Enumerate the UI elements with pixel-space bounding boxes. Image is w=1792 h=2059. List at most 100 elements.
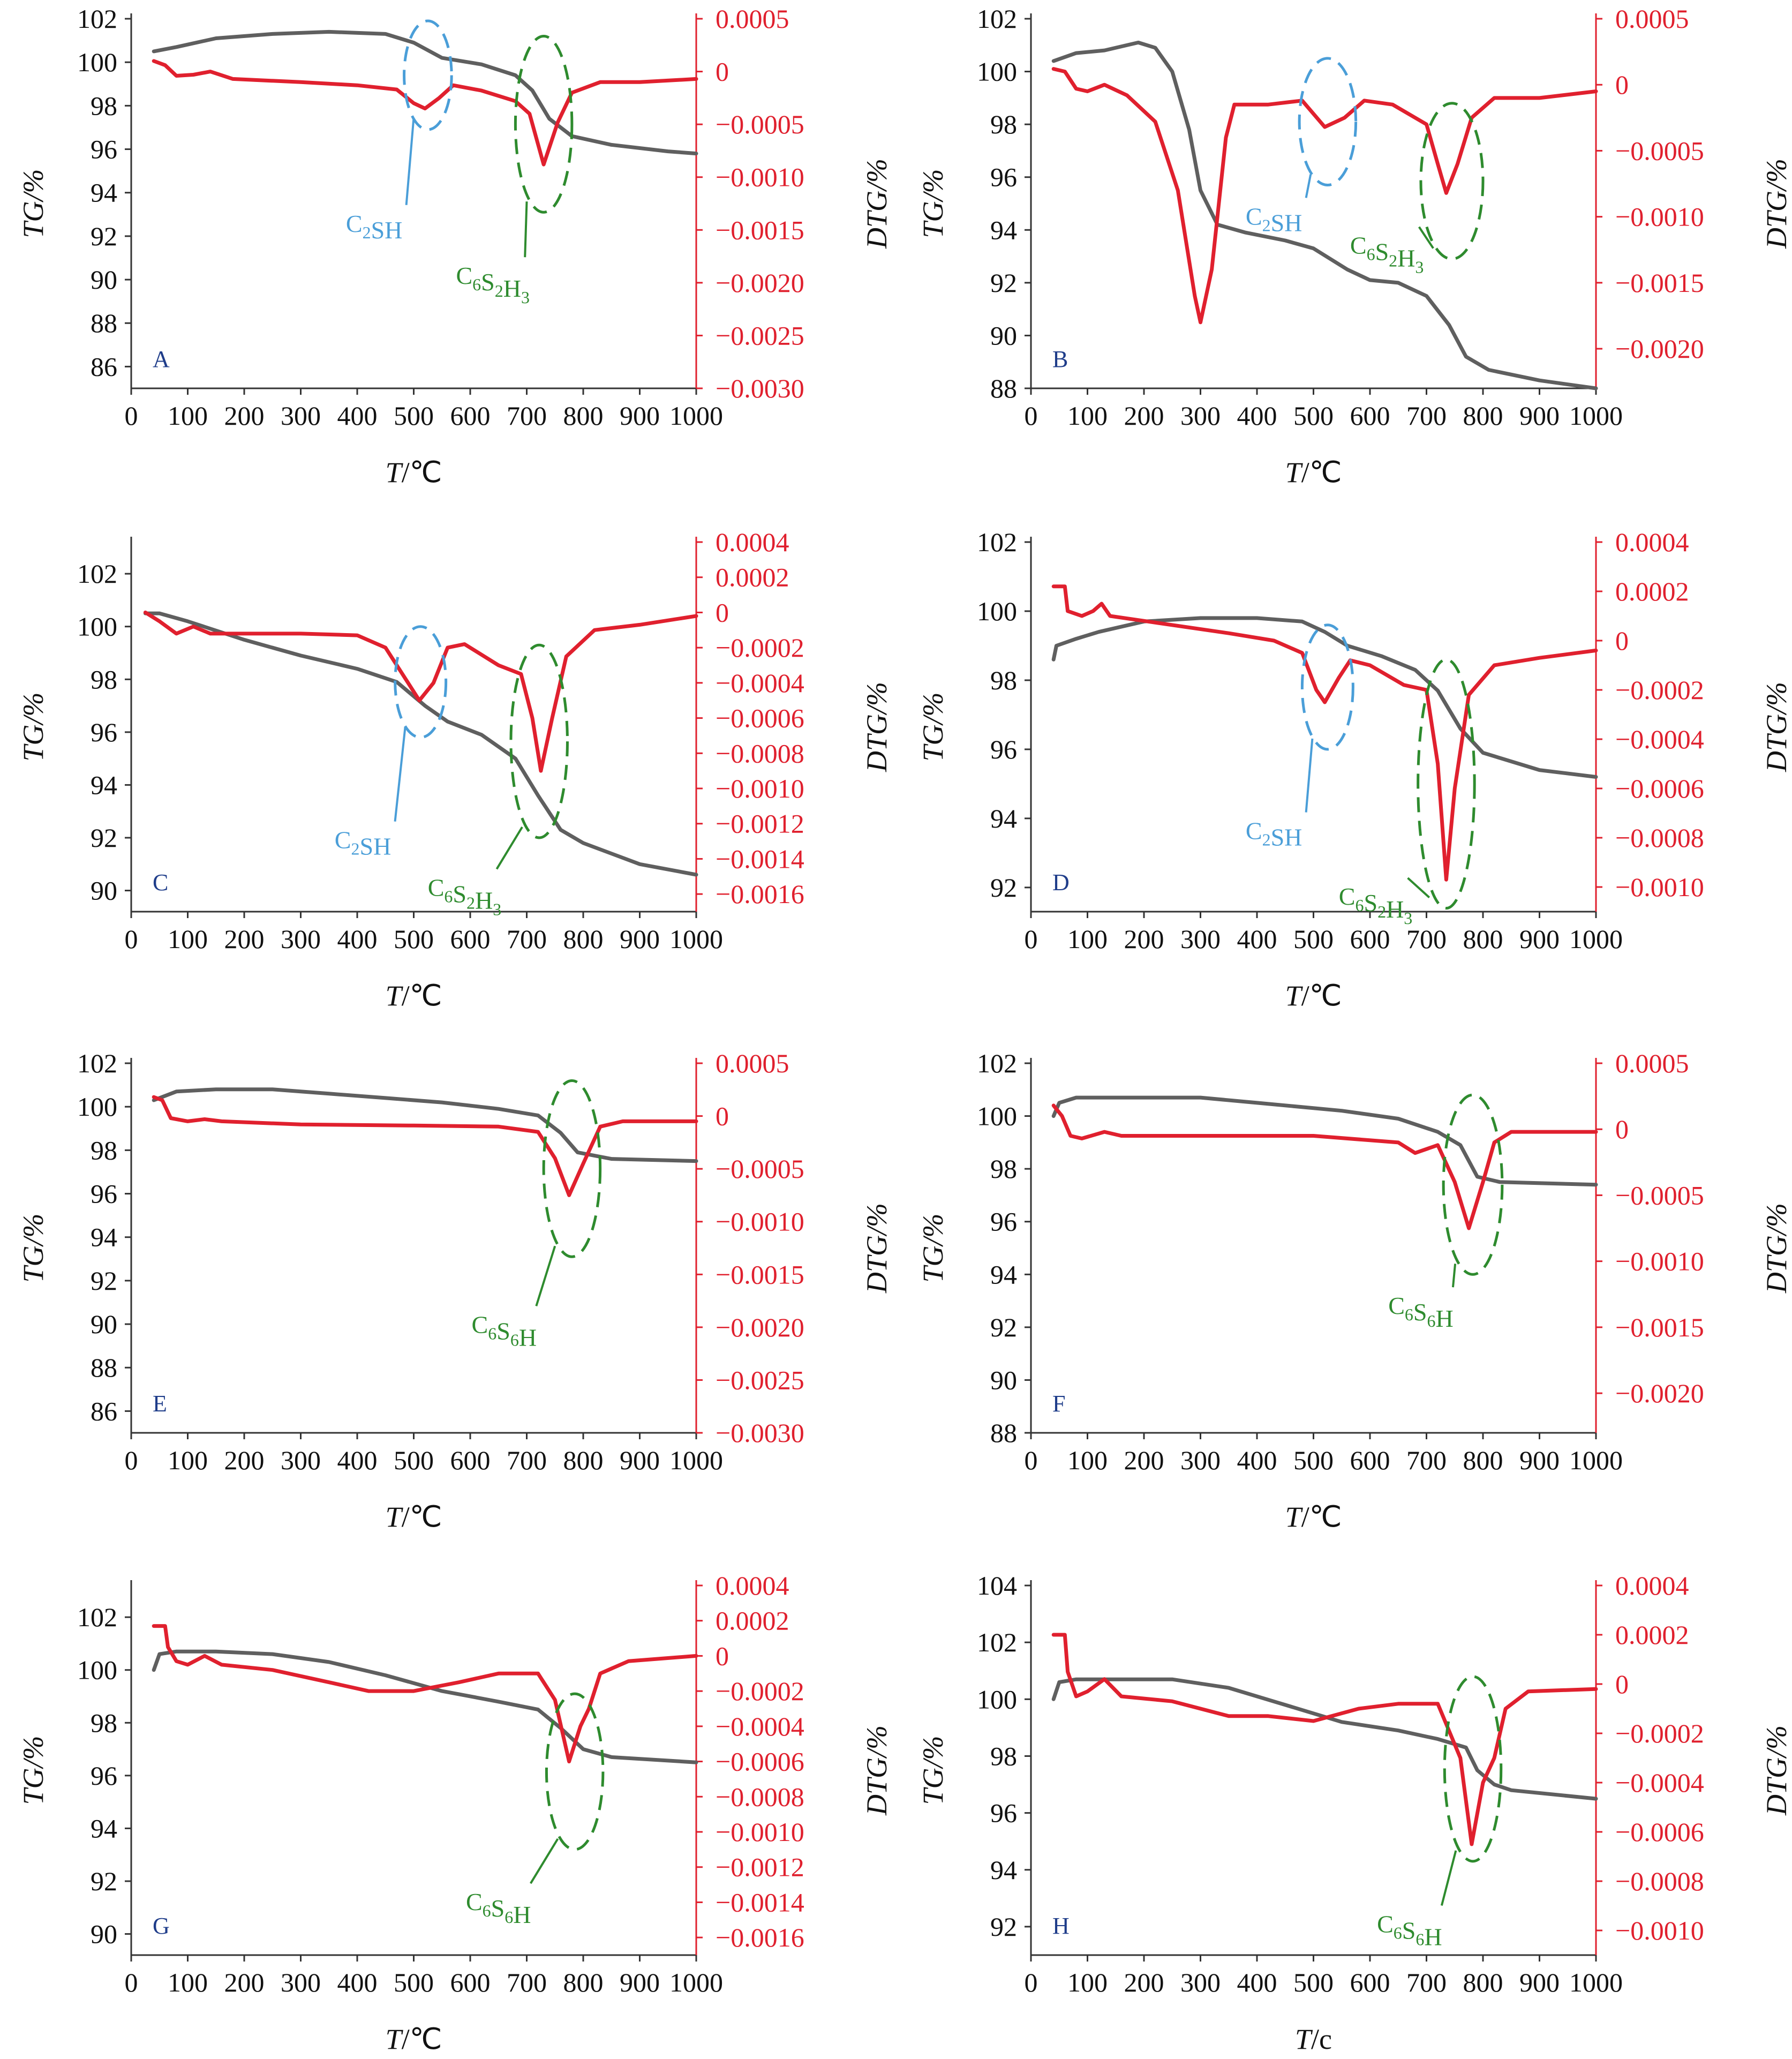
right-tick-label: 0.0005: [1615, 4, 1689, 34]
x-tick-label: 1000: [1569, 1967, 1623, 1997]
right-tick-label: −0.0010: [1615, 1915, 1704, 1945]
x-tick-label: 100: [168, 924, 208, 954]
left-tick-label: 94: [91, 770, 117, 800]
dtg-axis-title: DTG/%: [1760, 682, 1792, 772]
annotation-leader: [405, 118, 415, 205]
left-tick-label: 88: [91, 1352, 117, 1382]
left-tick-label: 104: [977, 1570, 1017, 1600]
x-tick-label: 0: [1025, 1967, 1038, 1997]
x-tick-label: 700: [1406, 401, 1447, 431]
dtg-axis-title: DTG/%: [861, 159, 893, 249]
x-tick-label: 200: [224, 1967, 265, 1997]
x-tick-label: 400: [337, 401, 378, 431]
left-tick-label: 102: [977, 527, 1017, 557]
x-tick-label: 100: [1067, 1967, 1108, 1997]
annotation-leader: [530, 1838, 559, 1884]
left-tick-label: 96: [990, 162, 1017, 192]
x-tick-label: 600: [1350, 1445, 1390, 1475]
annotation-ellipse: [514, 34, 574, 214]
right-tick-label: 0.0002: [716, 1606, 789, 1636]
annotation-ellipse: [403, 19, 453, 131]
x-axis-title: T/℃: [386, 2023, 442, 2055]
x-tick-label: 700: [507, 924, 547, 954]
annotation-label: C2SH: [1246, 202, 1302, 236]
x-tick-label: 300: [281, 401, 321, 431]
x-tick-label: 500: [394, 1445, 434, 1475]
x-tick-label: 200: [1124, 924, 1164, 954]
right-tick-label: −0.0025: [716, 320, 804, 350]
right-tick-label: −0.0030: [716, 1418, 804, 1448]
x-tick-label: 400: [337, 1445, 378, 1475]
left-tick-label: 102: [77, 4, 117, 34]
left-tick-label: 92: [91, 1866, 117, 1896]
right-tick-label: −0.0010: [1615, 202, 1704, 232]
right-tick-label: −0.0010: [716, 1207, 804, 1237]
annotation-leader: [1305, 738, 1314, 813]
panel-f: 0 100 200 300 400 500 600 700 800 900 100088909294…: [917, 1048, 1792, 1533]
tg-series-line: [1051, 1677, 1598, 1801]
x-tick-label: 700: [1406, 924, 1447, 954]
panel-letter: F: [1052, 1391, 1065, 1417]
left-tick-label: 88: [990, 1418, 1017, 1448]
x-tick-label: 300: [1180, 924, 1221, 954]
left-tick-label: 90: [990, 320, 1017, 350]
x-tick-label: 600: [450, 924, 491, 954]
dtg-series-line: [1051, 1103, 1598, 1230]
dtg-series-line: [152, 1095, 698, 1197]
dtg-axis-title: DTG/%: [1760, 1725, 1792, 1816]
left-tick-label: 90: [91, 876, 117, 906]
right-tick-label: −0.0004: [716, 668, 804, 698]
x-tick-label: 200: [224, 401, 265, 431]
right-tick-label: 0: [716, 1641, 729, 1671]
right-tick-label: −0.0015: [716, 1259, 804, 1289]
right-tick-label: −0.0016: [716, 1922, 804, 1952]
x-tick-label: 300: [281, 1967, 321, 1997]
x-tick-label: 1000: [1569, 1445, 1623, 1475]
annotation-ellipse: [1442, 1093, 1504, 1276]
annotation-leader: [394, 726, 406, 822]
x-tick-label: 1000: [1569, 924, 1623, 954]
left-tick-label: 96: [91, 717, 117, 747]
annotation-label: C2SH: [346, 210, 403, 244]
annotation-leader: [495, 826, 523, 870]
left-tick-label: 94: [990, 215, 1017, 245]
right-tick-label: −0.0010: [1615, 1246, 1704, 1276]
left-tick-label: 100: [977, 1684, 1017, 1714]
left-tick-label: 94: [990, 1259, 1017, 1289]
x-tick-label: 500: [1293, 401, 1334, 431]
x-tick-label: 600: [450, 1445, 491, 1475]
left-tick-label: 100: [77, 1655, 117, 1685]
tg-axis-title: TG/%: [17, 1213, 49, 1282]
x-tick-label: 600: [450, 401, 491, 431]
x-tick-label: 700: [507, 1967, 547, 1997]
left-tick-label: 94: [91, 178, 117, 208]
annotation-ellipse: [542, 1079, 602, 1258]
dtg-series-line: [143, 610, 698, 773]
left-tick-label: 94: [990, 803, 1017, 833]
annotation-label: C6S6H: [472, 1311, 537, 1351]
x-tick-label: 0: [125, 401, 138, 431]
dtg-axis-title: DTG/%: [1760, 159, 1792, 249]
x-tick-label: 800: [1463, 1967, 1503, 1997]
right-tick-label: 0.0002: [1615, 576, 1689, 606]
annotation-label: C6S2H3: [1339, 883, 1413, 928]
right-tick-label: 0.0004: [1615, 1570, 1689, 1600]
panel-letter: C: [153, 869, 168, 896]
left-tick-label: 92: [990, 1312, 1017, 1342]
annotation-leader: [1418, 226, 1434, 249]
left-tick-label: 90: [91, 265, 117, 295]
x-tick-label: 600: [1350, 924, 1390, 954]
x-tick-label: 1000: [669, 1967, 723, 1997]
right-tick-label: −0.0012: [716, 809, 804, 839]
annotation-label: C6S6H: [466, 1888, 531, 1928]
dtg-axis-title: DTG/%: [861, 682, 893, 772]
tg-axis-title: TG/%: [17, 1735, 49, 1805]
x-tick-label: 0: [125, 1967, 138, 1997]
x-axis-title: T/℃: [386, 1501, 442, 1533]
tg-series-line: [1051, 40, 1598, 390]
x-tick-label: 300: [1180, 1445, 1221, 1475]
dtg-axis-title: DTG/%: [1760, 1203, 1792, 1294]
x-tick-label: 600: [450, 1967, 491, 1997]
right-tick-label: 0.0002: [716, 562, 789, 592]
dtg-series-line: [152, 1624, 698, 1764]
